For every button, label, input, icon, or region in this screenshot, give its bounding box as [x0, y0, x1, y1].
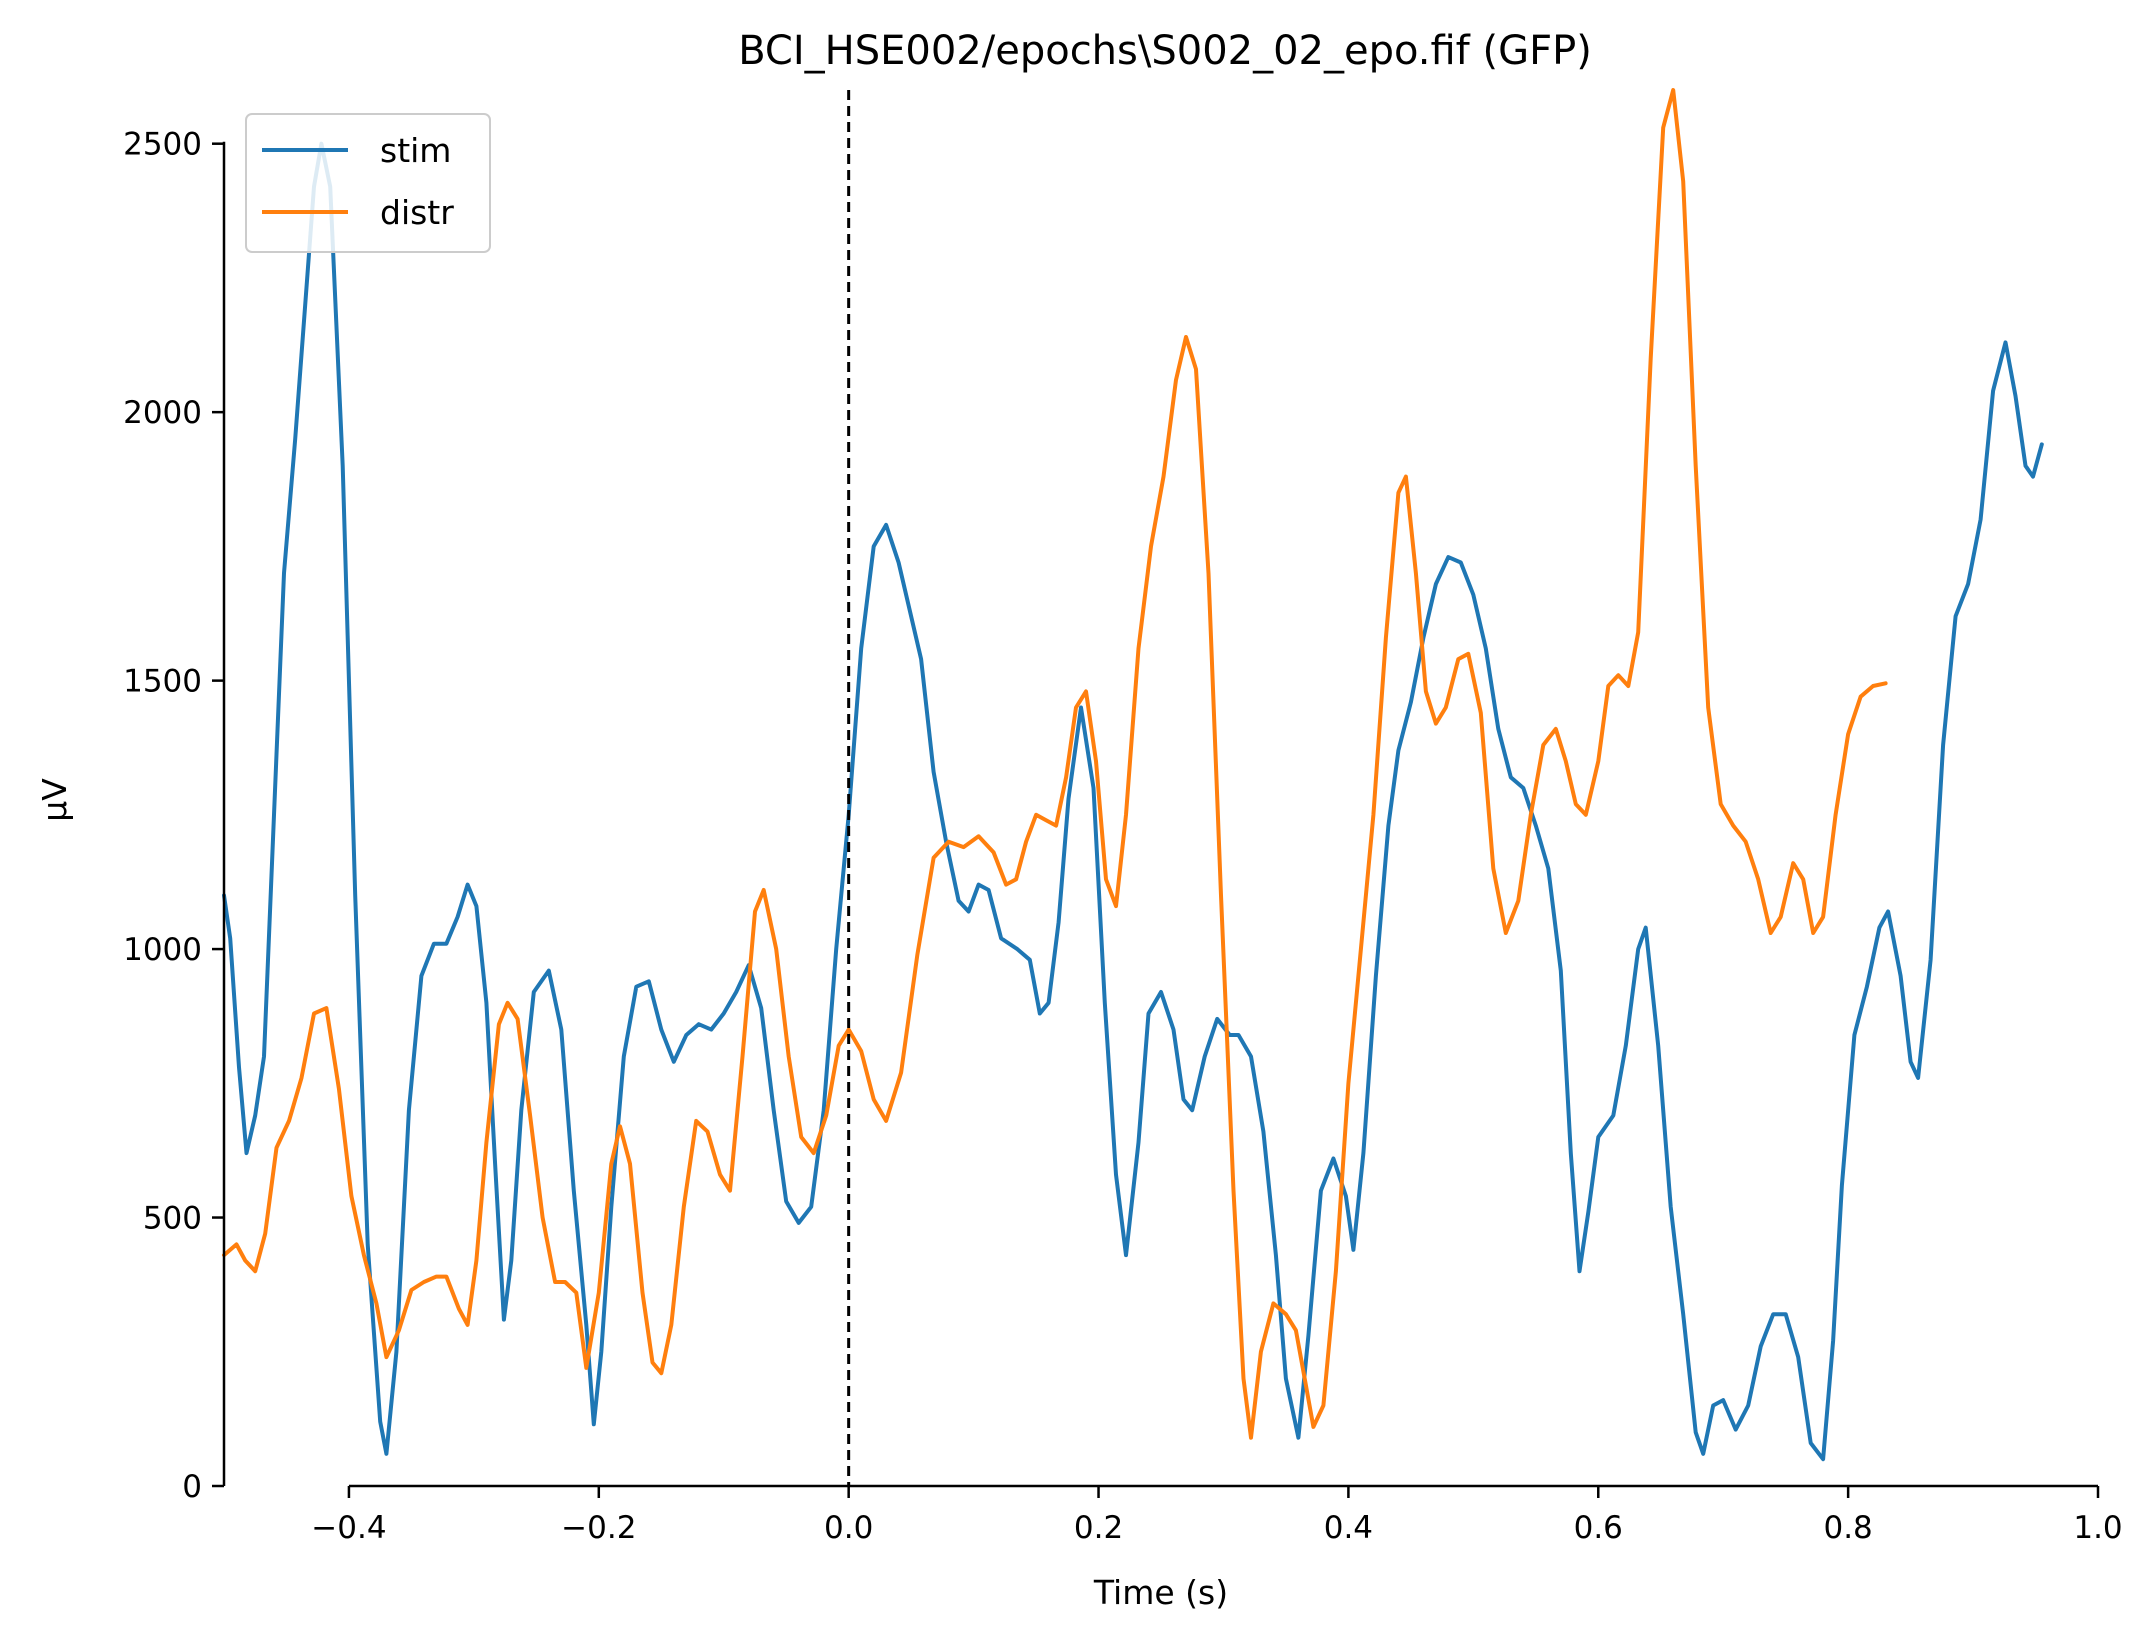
x-axis-ticks: −0.4 −0.2 0.0 0.2 0.4 0.6 0.8 1.0 — [311, 1486, 2123, 1546]
x-tick-label: 0.4 — [1324, 1510, 1373, 1546]
legend-label-stim: stim — [380, 131, 451, 170]
plot-area — [222, 88, 2044, 1462]
x-tick-label: 0.8 — [1823, 1510, 1872, 1546]
y-axis-ticks: 0 500 1000 1500 2000 2500 — [123, 127, 224, 1505]
y-tick-label: 0 — [182, 1469, 202, 1505]
x-tick-label: 1.0 — [2073, 1510, 2122, 1546]
y-tick-label: 500 — [143, 1201, 202, 1237]
series-line-stim — [222, 141, 2044, 1462]
x-tick-label: 0.2 — [1074, 1510, 1123, 1546]
y-tick-label: 1000 — [123, 932, 202, 968]
y-axis-label: µV — [35, 778, 74, 822]
x-tick-label: 0.0 — [824, 1510, 873, 1546]
legend-label-distr: distr — [380, 193, 454, 232]
legend: stim distr — [245, 113, 491, 253]
x-tick-label: −0.2 — [561, 1510, 636, 1546]
x-tick-label: 0.6 — [1574, 1510, 1623, 1546]
y-tick-label: 2000 — [123, 395, 202, 431]
x-axis-label: Time (s) — [1093, 1573, 1228, 1612]
y-tick-label: 2500 — [123, 127, 202, 163]
chart-title: BCI_HSE002/epochs\S002_02_epo.fif (GFP) — [738, 28, 1592, 74]
series-line-distr — [222, 88, 1888, 1440]
x-tick-label: −0.4 — [311, 1510, 386, 1546]
y-tick-label: 1500 — [123, 664, 202, 700]
